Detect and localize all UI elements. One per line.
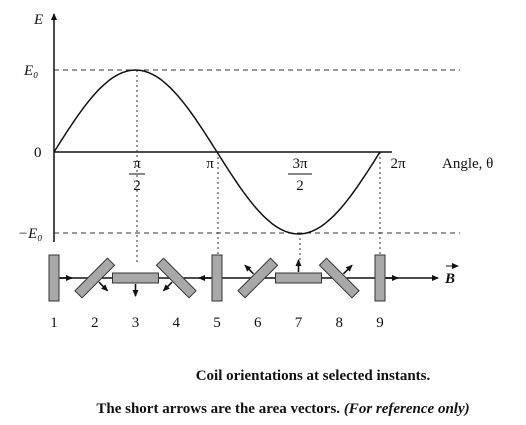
coil (211, 254, 223, 302)
coil-number: 9 (376, 315, 384, 331)
x-tick-label: 2 (133, 178, 141, 194)
coil (275, 272, 322, 284)
caption-text: The short arrows are the area vectors. (96, 401, 340, 417)
caption: The short arrows are the area vectors. (… (96, 401, 469, 417)
x-tick-label: 2π (390, 156, 406, 172)
field-label: B (444, 271, 455, 287)
coil (48, 254, 60, 302)
coil-number: 1 (50, 315, 58, 331)
area-vector (162, 281, 173, 292)
coil (237, 257, 279, 299)
area-vector (98, 281, 109, 292)
coil-number: 5 (213, 315, 221, 331)
coils: 1 2 3 4 5 6 7 8 9 (48, 254, 399, 331)
coil-number: 8 (336, 315, 344, 331)
y-tick-label: −E₀ (18, 226, 43, 242)
emf-curve (53, 69, 381, 235)
coil (155, 257, 197, 299)
coil-number: 2 (91, 315, 99, 331)
coil (374, 254, 386, 302)
area-vector (244, 264, 255, 275)
coil-number: 7 (295, 315, 303, 331)
coil-number: 3 (132, 315, 140, 331)
coil (74, 257, 116, 299)
coil-number: 4 (173, 315, 181, 331)
coil-number: 6 (254, 315, 262, 331)
caption: Coil orientations at selected instants. (196, 368, 431, 384)
caption-note: (For reference only) (344, 401, 470, 417)
y-tick-label: 0 (34, 145, 42, 161)
area-vector (342, 264, 353, 275)
x-tick-label: π (206, 156, 214, 172)
x-tick-label: 2 (296, 178, 304, 194)
y-tick-label: E₀ (23, 63, 38, 79)
coil (112, 272, 159, 284)
x-tick-label: 3π (292, 156, 308, 172)
coil (318, 257, 360, 299)
x-label: Angle, θ (442, 156, 493, 172)
x-tick-label: π (133, 156, 141, 172)
y-label: E (33, 12, 43, 28)
